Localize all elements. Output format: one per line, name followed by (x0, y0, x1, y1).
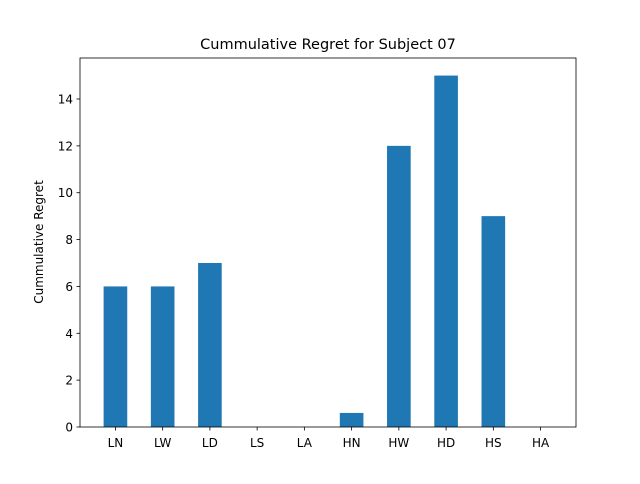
bar-hn (339, 412, 364, 427)
bar-ld (198, 263, 222, 427)
y-tick-label: 14 (58, 93, 73, 107)
y-tick-label: 8 (65, 233, 73, 247)
y-ticks-group: 0 2 4 6 8 10 12 14 (58, 93, 80, 435)
x-tick-label: HD (437, 436, 455, 450)
x-tick-label: LS (250, 436, 264, 450)
x-tick-label: HA (532, 436, 550, 450)
bar-lw (150, 286, 175, 427)
y-tick-label: 12 (58, 139, 73, 153)
x-tick-label: HS (485, 436, 502, 450)
x-tick-label: LW (154, 436, 172, 450)
bars-group (103, 75, 506, 428)
x-ticks-group: LN LW LD LS LA HN HW HD HS HA (108, 427, 550, 450)
y-tick-label: 4 (65, 327, 73, 341)
y-tick-label: 6 (65, 280, 73, 294)
plot-frame (79, 57, 577, 428)
bar-hs (481, 216, 506, 427)
x-tick-label: LA (297, 436, 313, 450)
chart-title: Cummulative Regret for Subject 07 (200, 37, 456, 53)
bar-hd (434, 75, 458, 428)
bar-hw (387, 145, 411, 427)
y-axis-label: Cummulative Regret (32, 180, 46, 304)
x-tick-label: HN (343, 436, 361, 450)
y-tick-label: 10 (58, 186, 73, 200)
bar-ln (103, 286, 128, 427)
x-tick-label: HW (388, 436, 409, 450)
y-tick-label: 2 (65, 374, 73, 388)
x-tick-label: LD (202, 436, 218, 450)
x-tick-label: LN (108, 436, 124, 450)
y-tick-label: 0 (65, 421, 73, 435)
